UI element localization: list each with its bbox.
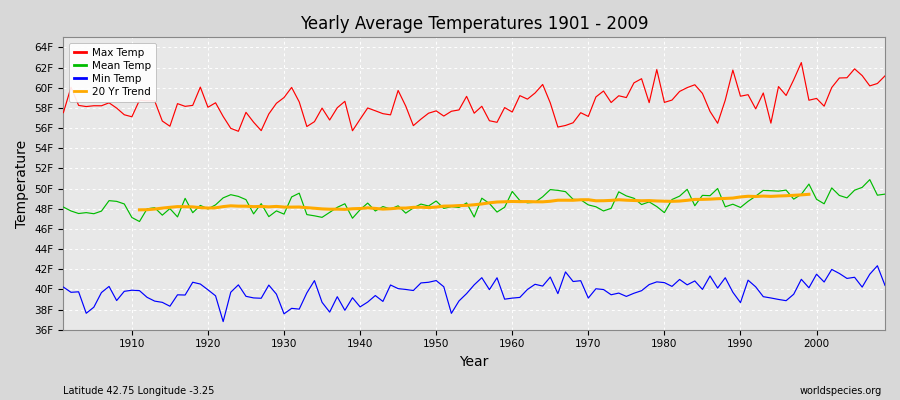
Text: Latitude 42.75 Longitude -3.25: Latitude 42.75 Longitude -3.25 xyxy=(63,386,214,396)
Text: worldspecies.org: worldspecies.org xyxy=(800,386,882,396)
Legend: Max Temp, Mean Temp, Min Temp, 20 Yr Trend: Max Temp, Mean Temp, Min Temp, 20 Yr Tre… xyxy=(68,42,156,102)
Title: Yearly Average Temperatures 1901 - 2009: Yearly Average Temperatures 1901 - 2009 xyxy=(300,15,649,33)
Y-axis label: Temperature: Temperature xyxy=(15,140,29,228)
X-axis label: Year: Year xyxy=(460,355,489,369)
